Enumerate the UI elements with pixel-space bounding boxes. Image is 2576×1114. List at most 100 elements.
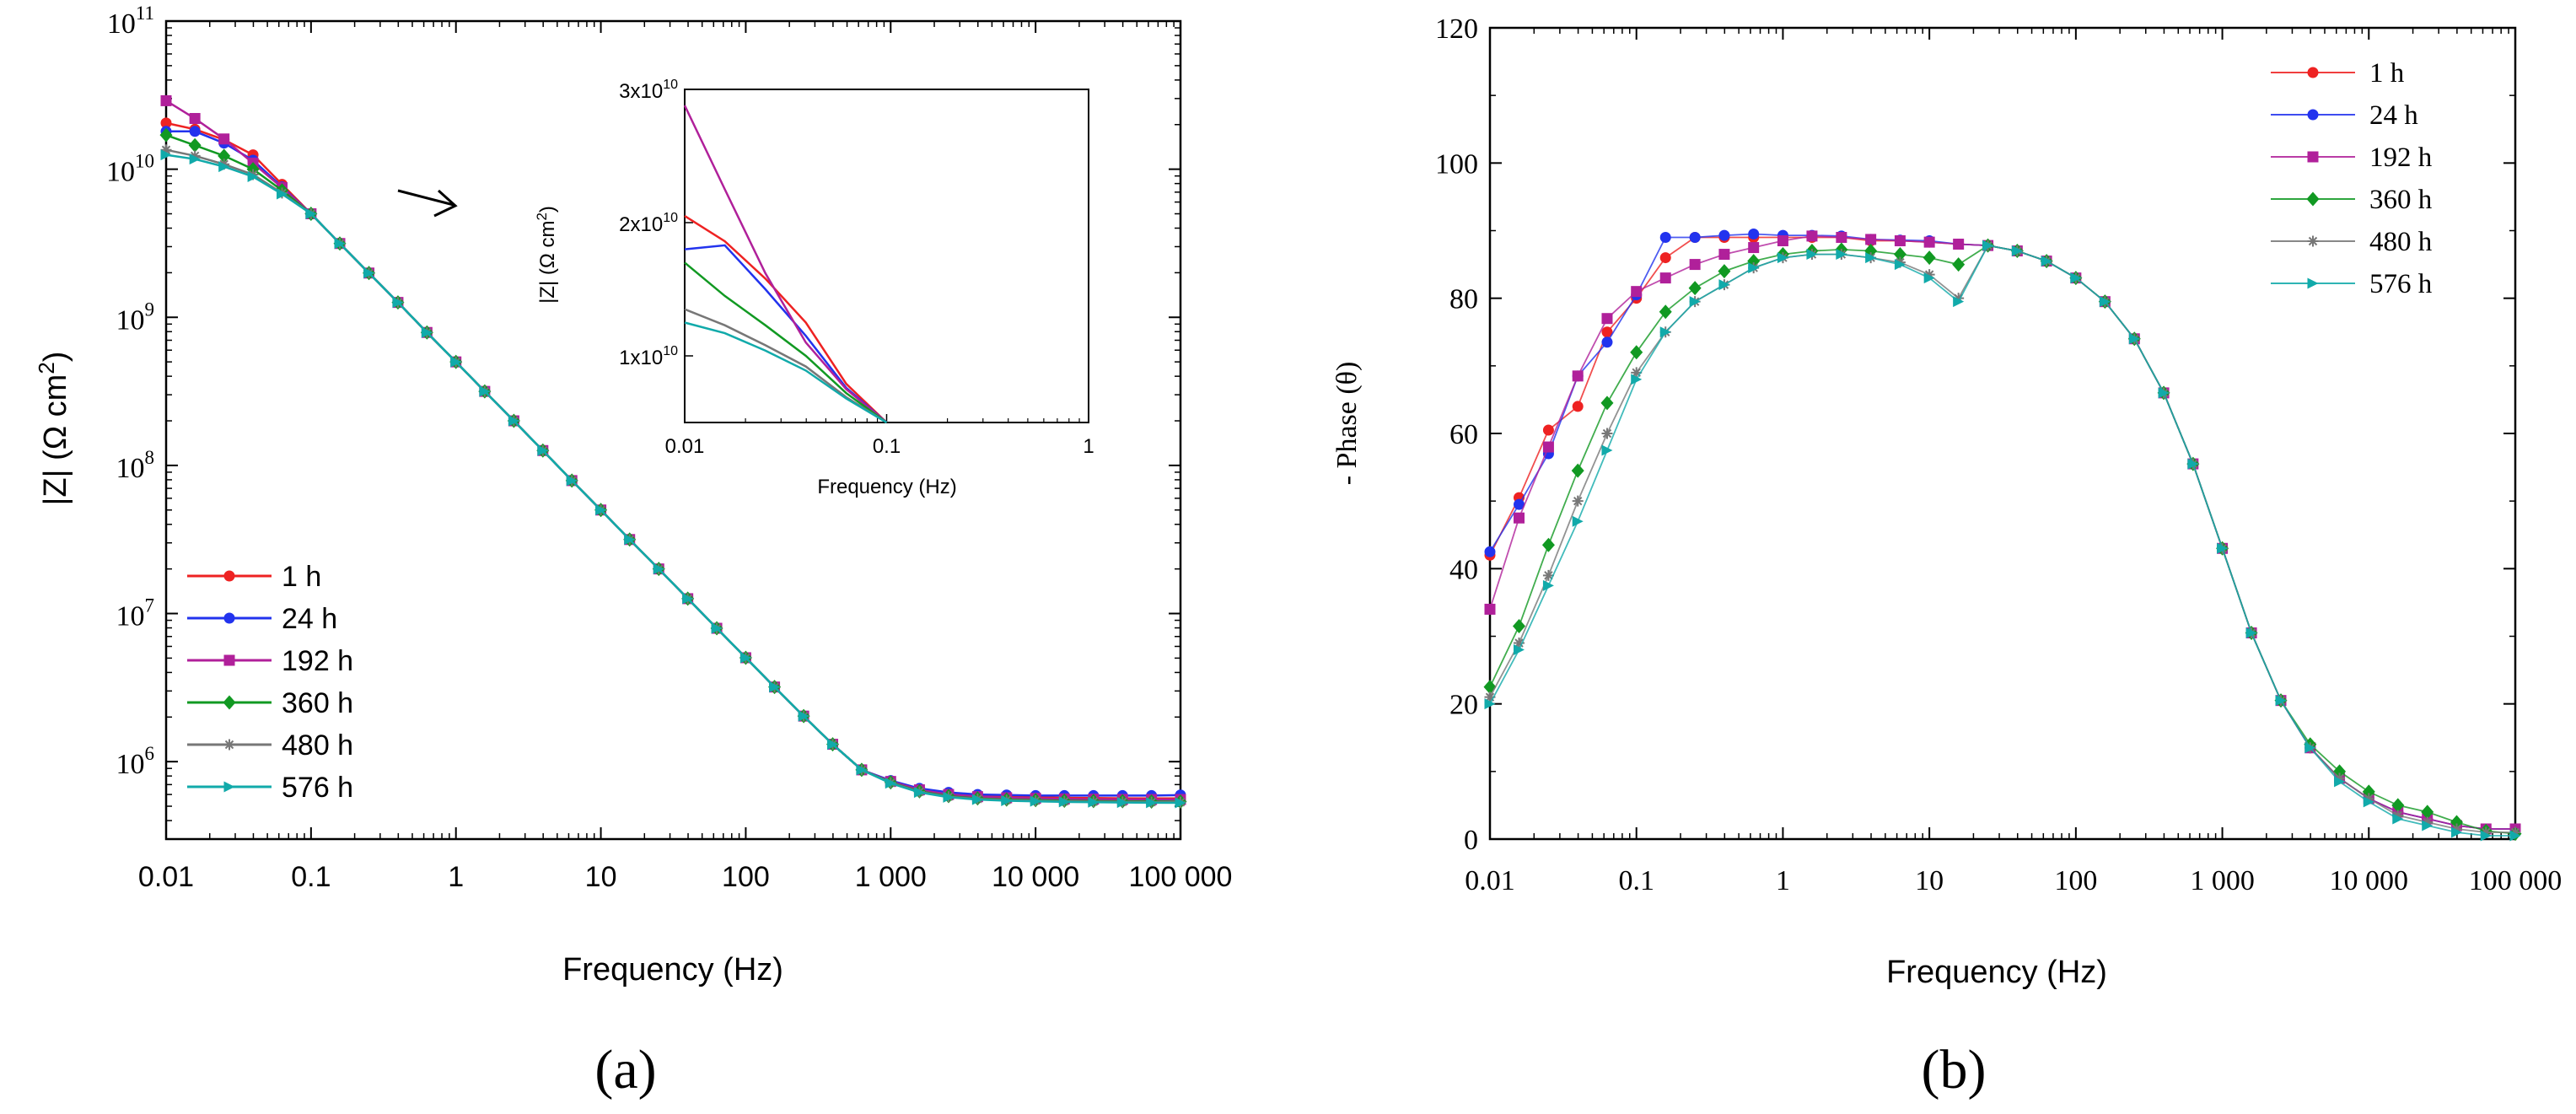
data-point: [2128, 333, 2140, 345]
data-point: [1777, 235, 1788, 247]
data-point: [218, 133, 230, 145]
data-point: [1659, 252, 1671, 264]
data-point: [1865, 234, 1877, 245]
data-point: [1001, 794, 1013, 806]
data-point: [2421, 805, 2434, 820]
data-point: [1514, 512, 1525, 524]
chart-b-y-tick-label: 100: [1435, 148, 1478, 180]
chart-a-y-axis-label: |Z| (Ω cm2): [34, 352, 73, 506]
legend-marker: [223, 695, 236, 710]
data-point: [1836, 232, 1847, 244]
series-576h: [160, 149, 1186, 809]
chart-a-x-axis-label: Frequency (Hz): [562, 952, 783, 988]
data-point: [1806, 230, 1818, 242]
data-point: [1030, 795, 1041, 807]
series-line: [1489, 245, 2515, 837]
data-point: [2509, 830, 2521, 842]
data-point: [1718, 264, 1731, 279]
data-point: [2304, 742, 2316, 754]
chart-b-x-tick-label: 0.01: [1465, 865, 1515, 896]
data-point: [1571, 463, 1584, 478]
data-point: [653, 563, 664, 575]
legend-label: 360 h: [2369, 185, 2433, 215]
data-point: [1689, 232, 1701, 244]
chart-b-x-tick-label: 10 000: [2330, 865, 2409, 896]
data-point: [1572, 401, 1584, 412]
chart-a-x-tick-label: 10 000: [992, 861, 1079, 893]
data-point: [1923, 236, 1935, 248]
legend-marker: [223, 570, 235, 582]
chart-b-y-axis-label: - Phase (θ): [1331, 362, 1363, 486]
data-point: [1748, 229, 1760, 240]
chart-a-y-tick-label: 1011: [107, 3, 154, 40]
data-point: [2070, 272, 2082, 284]
data-point: [1058, 796, 1070, 808]
data-point: [1631, 374, 1643, 385]
data-point: [2158, 387, 2170, 399]
legend-label: 360 h: [282, 687, 353, 719]
data-point: [1514, 644, 1525, 656]
data-point: [1688, 281, 1702, 296]
chart-a-inset: 0.01 0.1 1 1x1010 2x1010 3x1010 Frequency (Hz…: [534, 78, 1094, 498]
panel-b-label: (b): [1922, 1039, 1987, 1101]
data-point: [479, 385, 491, 397]
legend-label: 24 h: [282, 603, 337, 635]
data-point: [1953, 296, 1965, 308]
data-point: [1146, 797, 1158, 809]
data-point: [1484, 546, 1496, 557]
legend-item: 192 h: [187, 645, 353, 677]
legend-item: 1 h: [187, 561, 321, 593]
data-point: [943, 791, 955, 803]
data-point: [2392, 813, 2404, 825]
data-point: [913, 787, 925, 799]
data-point: [1982, 239, 1994, 251]
data-point: [1572, 515, 1584, 527]
legend-marker: [2307, 109, 2319, 121]
chart-b-y-tick-label: 120: [1435, 13, 1478, 45]
legend-marker: [223, 739, 235, 751]
data-point: [189, 126, 201, 137]
data-point: [2422, 816, 2433, 828]
data-point: [1923, 269, 1935, 281]
data-point: [1572, 495, 1584, 507]
data-point: [856, 764, 868, 776]
data-point: [2217, 542, 2229, 554]
data-point: [682, 593, 694, 605]
data-point: [2391, 798, 2405, 813]
data-point: [1631, 367, 1643, 379]
legend-marker: [223, 654, 235, 666]
data-point: [1748, 242, 1760, 254]
data-point: [1601, 428, 1613, 439]
chart-b-y-tick-label: 20: [1449, 690, 1478, 721]
data-point: [2187, 458, 2199, 470]
data-point: [450, 356, 462, 368]
data-point: [363, 267, 375, 279]
chart-b-x-tick-label: 1: [1776, 865, 1790, 896]
series-576h: [1484, 239, 2521, 842]
chart-b-y-tick-label: 40: [1449, 554, 1478, 585]
legend-label: 24 h: [2369, 100, 2418, 131]
chart-a-x-tick-label: 0.01: [138, 861, 194, 893]
inset-x-tick-label: 0.1: [873, 435, 901, 458]
data-point: [2099, 296, 2111, 308]
legend-item: 576 h: [2271, 269, 2433, 299]
chart-a-x-tick-label: 1: [448, 861, 464, 893]
data-point: [160, 94, 172, 106]
data-point: [739, 652, 751, 664]
data-point: [247, 171, 259, 183]
legend-label: 480 h: [282, 729, 353, 762]
chart-a-x-tick-label: 0.1: [291, 861, 331, 893]
chart-b-x-tick-label: 1 000: [2190, 865, 2255, 896]
data-point: [1175, 797, 1186, 809]
data-point: [537, 444, 549, 456]
chart-b-x-tick-label: 10: [1915, 865, 1944, 896]
legend-marker: [223, 781, 235, 793]
data-point: [1542, 579, 1554, 591]
data-point: [711, 622, 723, 634]
data-point: [2275, 695, 2287, 707]
legend-label: 576 h: [2369, 269, 2433, 299]
phase-angle-chart: 0.01 0.1 1 10 100 1 000 10 000 100 000 0 20 40 60 80…: [1331, 13, 2562, 1101]
data-point: [1777, 252, 1788, 264]
data-point: [1116, 797, 1128, 809]
legend-marker: [2307, 67, 2319, 78]
